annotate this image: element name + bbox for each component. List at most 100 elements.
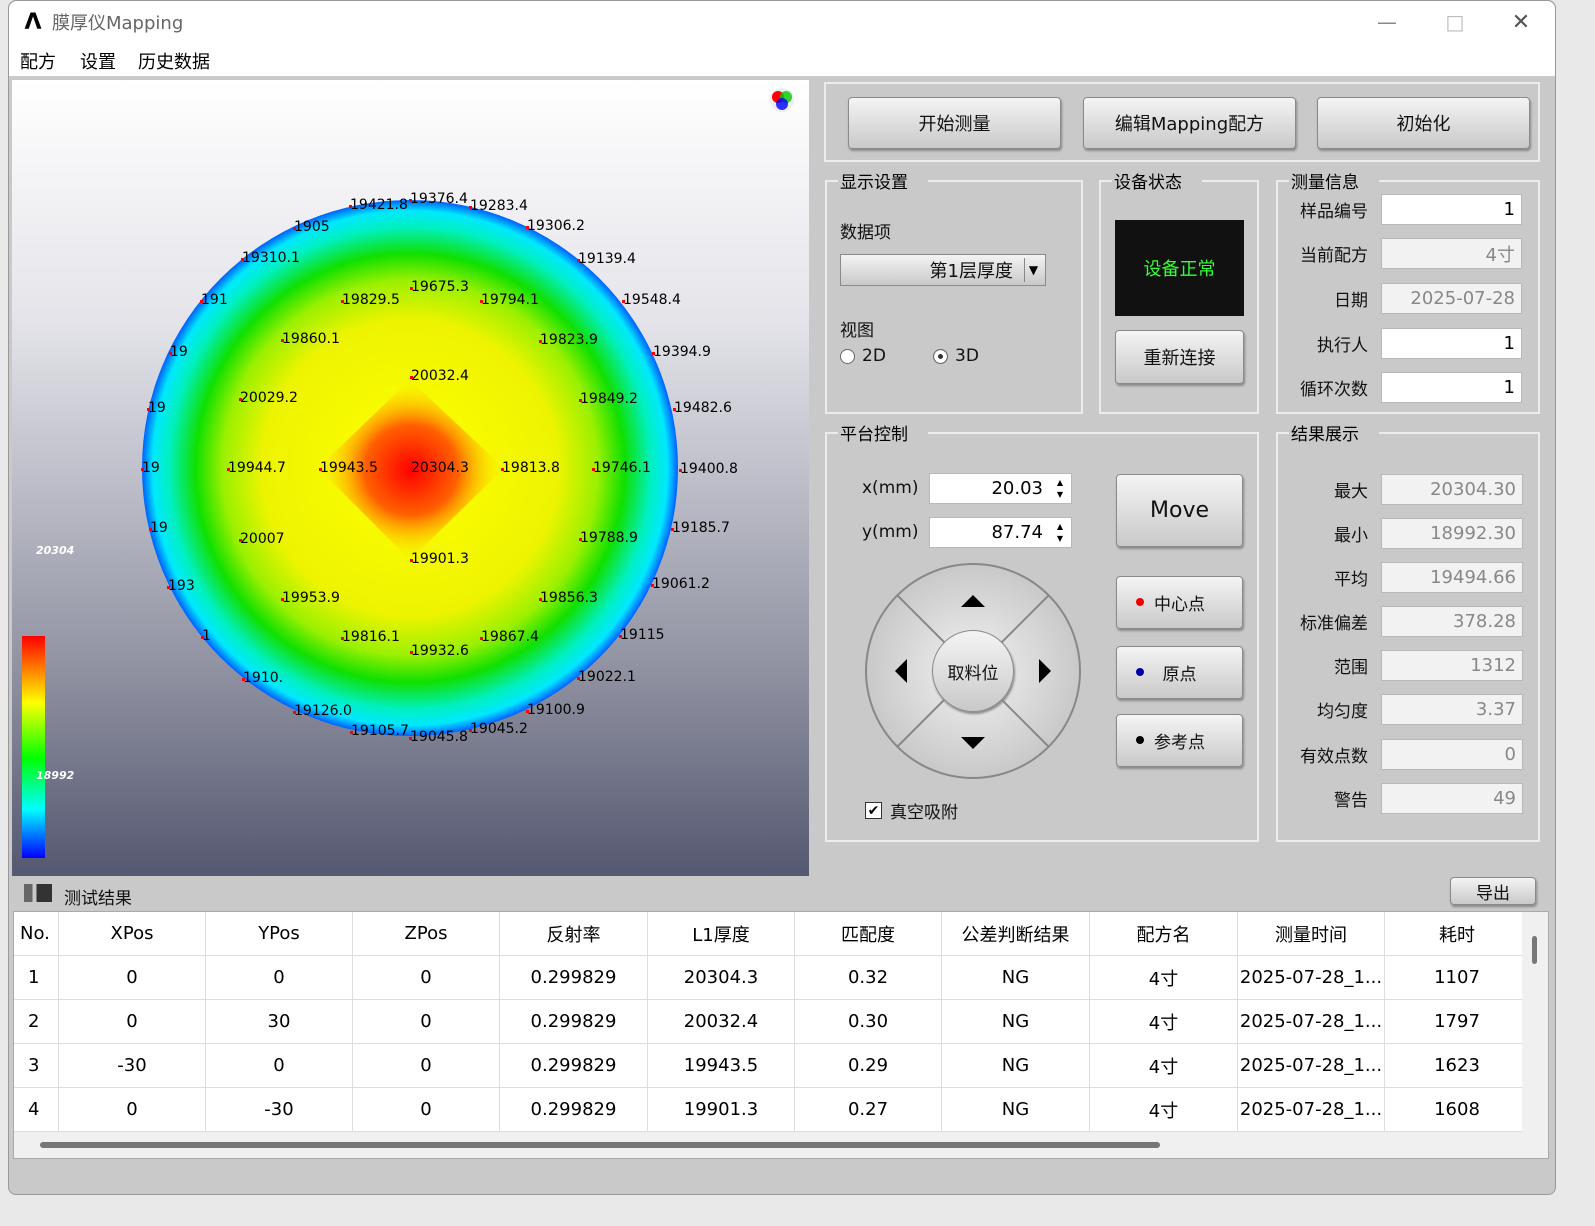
point-label: 20029.2 xyxy=(240,390,298,406)
field-input: 3.37 xyxy=(1381,694,1523,725)
maximize[interactable]: □ xyxy=(1445,10,1465,34)
column-header[interactable]: XPos xyxy=(59,912,206,956)
radio[interactable] xyxy=(933,349,948,364)
point-dot xyxy=(241,258,244,261)
menu-item[interactable]: 历史数据 xyxy=(138,52,210,73)
field-label: x(mm) xyxy=(862,478,919,498)
table-cell: 0.32 xyxy=(795,956,942,1000)
field-label: 当前配方 xyxy=(1300,245,1368,266)
column-header[interactable]: 配方名 xyxy=(1090,912,1238,956)
export-button[interactable]: 导出 xyxy=(1450,877,1536,905)
point-label: 191 xyxy=(201,292,228,308)
field-label: 均匀度 xyxy=(1317,701,1368,722)
checkbox[interactable]: ✔ xyxy=(865,802,882,819)
label: 视图 xyxy=(840,320,874,341)
v-scroll-thumb[interactable] xyxy=(1532,936,1537,964)
field-input[interactable]: 1 xyxy=(1381,372,1522,403)
point-label: 19 xyxy=(150,520,168,536)
column-header[interactable]: 公差判断结果 xyxy=(942,912,1090,956)
table-cell: 0.27 xyxy=(795,1088,942,1132)
column-header[interactable]: 匹配度 xyxy=(795,912,942,956)
point-dot xyxy=(410,468,413,471)
radio[interactable] xyxy=(840,349,855,364)
table-cell: 0.299829 xyxy=(500,1088,648,1132)
table-cell: 4寸 xyxy=(1090,1000,1238,1044)
point-label: 19115 xyxy=(620,627,665,643)
table-cell: 4寸 xyxy=(1090,1044,1238,1088)
field-label: 警告 xyxy=(1334,790,1368,811)
point-label: 1905 xyxy=(294,219,330,235)
group-title: 结果展示 xyxy=(1289,420,1379,445)
point-dot xyxy=(652,352,655,355)
dropdown[interactable]: 第1层厚度 xyxy=(840,254,1046,286)
dropdown-arrow: ▼ xyxy=(1024,258,1042,282)
column-header[interactable]: ZPos xyxy=(353,912,500,956)
table-cell: 0 xyxy=(59,956,206,1000)
point-dot xyxy=(341,637,344,640)
column-header[interactable]: No. xyxy=(14,912,59,956)
field-input[interactable]: 1 xyxy=(1381,328,1522,359)
toolbar-button[interactable]: 开始测量 xyxy=(848,97,1061,149)
point-button[interactable]: 中心点 xyxy=(1116,576,1243,629)
move-button[interactable]: Move xyxy=(1116,474,1243,547)
point-dot xyxy=(409,737,412,740)
table-cell: 1623 xyxy=(1385,1044,1530,1088)
table-cell: 1107 xyxy=(1385,956,1530,1000)
point-label: 19139.4 xyxy=(578,251,636,267)
field-input: 1312 xyxy=(1381,650,1523,681)
point-dot xyxy=(341,300,344,303)
title-bar xyxy=(9,1,1555,44)
group-title: 显示设置 xyxy=(838,168,928,193)
menu-item[interactable]: 设置 xyxy=(80,52,116,73)
point-dot xyxy=(410,651,413,654)
column-header[interactable]: 测量时间 xyxy=(1238,912,1385,956)
point-dot xyxy=(149,528,152,531)
point-label: 19932.6 xyxy=(411,643,469,659)
spin-input[interactable]: 20.03 xyxy=(929,473,1072,504)
point-label: 1 xyxy=(202,628,211,644)
field-input[interactable]: 2025-07-28 xyxy=(1381,283,1522,314)
toolbar-button[interactable]: 初始化 xyxy=(1317,97,1530,149)
column-header[interactable]: 反射率 xyxy=(500,912,648,956)
point-label: 19 xyxy=(148,400,166,416)
colorbar-max: 20304 xyxy=(36,544,75,557)
menu-bar xyxy=(9,44,1555,77)
point-dot xyxy=(242,678,245,681)
point-dot xyxy=(469,206,472,209)
h-scroll-thumb[interactable] xyxy=(40,1142,1160,1148)
label: 数据项 xyxy=(840,222,891,243)
map-panel: 19421.8 19376.4 19283.4 19306.2 1905 19310.1 1… xyxy=(12,80,809,876)
spin-input[interactable]: 87.74 xyxy=(929,517,1072,548)
table-cell: 0 xyxy=(353,1044,500,1088)
toolbar-box xyxy=(824,82,1540,162)
field-label: 最小 xyxy=(1334,525,1368,546)
point-dot xyxy=(239,539,242,542)
minimize[interactable]: — xyxy=(1377,10,1397,34)
field-label: 执行人 xyxy=(1317,335,1368,356)
table-cell: 0.299829 xyxy=(500,1044,648,1088)
close[interactable]: ✕ xyxy=(1511,9,1531,35)
center-button[interactable]: 取料位 xyxy=(932,630,1014,712)
point-label: 19813.8 xyxy=(502,460,560,476)
table-cell: 0.299829 xyxy=(500,956,648,1000)
field-input[interactable]: 4寸 xyxy=(1381,238,1522,269)
point-label: 19045.2 xyxy=(470,721,528,737)
point-dot xyxy=(227,468,230,471)
point-dot xyxy=(167,586,170,589)
column-header[interactable]: L1厚度 xyxy=(648,912,795,956)
menu-item[interactable]: 配方 xyxy=(20,52,56,73)
table-cell: 1797 xyxy=(1385,1000,1530,1044)
spin-buttons: ▲ ▼ xyxy=(1056,477,1064,499)
table-cell: 1 xyxy=(14,956,59,1000)
field-input[interactable]: 1 xyxy=(1381,194,1522,225)
button[interactable]: 重新连接 xyxy=(1115,330,1244,384)
column-header[interactable]: 耗时 xyxy=(1385,912,1530,956)
point-dot xyxy=(281,339,284,342)
column-header[interactable]: YPos xyxy=(206,912,353,956)
table-cell: 20304.3 xyxy=(648,956,795,1000)
toolbar-button[interactable]: 编辑Mapping配方 xyxy=(1083,97,1296,149)
checkbox-label: 真空吸附 xyxy=(890,802,958,823)
table-cell: NG xyxy=(942,956,1090,1000)
point-label: 1910. xyxy=(243,670,284,686)
point-label: 19482.6 xyxy=(674,400,732,416)
